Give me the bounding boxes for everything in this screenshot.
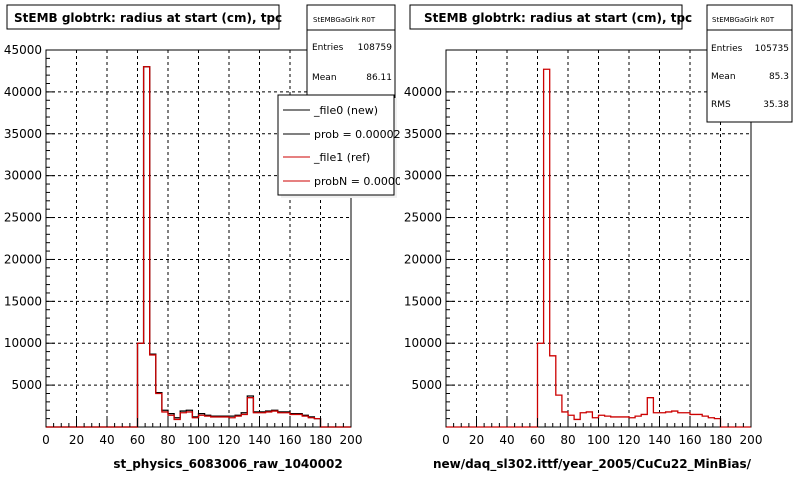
left-xtick-label-60: 60 (130, 433, 145, 447)
right-xtick-label-160: 160 (679, 433, 702, 447)
right-xtick-label-120: 120 (618, 433, 641, 447)
right-ytick-label-15000: 15000 (404, 294, 442, 308)
left-stats-entries-label: Entries (312, 43, 344, 53)
left-stats-entries-value: 108759 (358, 43, 393, 53)
left-ytick-label-25000: 25000 (4, 211, 42, 225)
left-xtick-label-0: 0 (42, 433, 50, 447)
left-xtick-label-200: 200 (340, 433, 363, 447)
left-legend-frame (277, 94, 395, 196)
left-xtick-label-140: 140 (248, 433, 271, 447)
left-title-frame (6, 4, 280, 30)
left-xtick-label-80: 80 (160, 433, 175, 447)
left-xtick-label-160: 160 (279, 433, 302, 447)
right-plot-frame: 0 20 40 60 80 100 120 140 160 180 200 5000 10000 150… (404, 49, 762, 447)
right-xtick-label-40: 40 (499, 433, 514, 447)
left-stats-mean-value: 86.11 (366, 73, 392, 83)
left-xtick-label-100: 100 (187, 433, 210, 447)
left-ytick-label-30000: 30000 (4, 169, 42, 183)
right-series-group (446, 68, 751, 428)
right-stats-rms-value: 35.38 (763, 100, 789, 110)
left-stats-frame (306, 4, 396, 101)
right-chart-title: StEMB globtrk: radius at start (cm), tpc (424, 11, 692, 25)
left-x-ticks: 0 20 40 60 80 100 120 140 160 180 200 (42, 418, 362, 447)
right-xtick-label-60: 60 (530, 433, 545, 447)
right-stats-rms-label: RMS (711, 100, 731, 110)
legend-label-file1: _file1 (ref) (313, 151, 370, 164)
right-xtick-label-180: 180 (709, 433, 732, 447)
right-xtick-label-100: 100 (587, 433, 610, 447)
left-ytick-label-40000: 40000 (4, 85, 42, 99)
right-ytick-label-5000: 5000 (411, 378, 442, 392)
left-legend-box: _file0 (new) prob = 0.000024 _file1 (ref… (277, 94, 409, 198)
right-ytick-label-35000: 35000 (404, 127, 442, 141)
left-xtick-label-40: 40 (99, 433, 114, 447)
left-series-1-histogram (46, 66, 351, 428)
right-stats-box: StEMBGaGlrk R0T Entries 105735 Mean 85.3… (706, 4, 793, 123)
right-stats-entries-label: Entries (711, 44, 743, 54)
left-xtick-label-20: 20 (69, 433, 84, 447)
left-chart-title: StEMB globtrk: radius at start (cm), tpc (14, 11, 282, 25)
right-stats-mean-value: 85.3 (769, 72, 789, 82)
right-x-ticks: 0 20 40 60 80 100 120 140 160 180 200 (442, 418, 762, 447)
right-xtick-label-0: 0 (442, 433, 450, 447)
left-y-ticks: 5000 10000 15000 20000 25000 30000 35000 40000 4… (4, 43, 55, 420)
left-ytick-label-5000: 5000 (11, 378, 42, 392)
right-y-ticks: 5000 10000 15000 20000 25000 30000 35000 40000 (404, 85, 455, 420)
right-title-frame (409, 4, 683, 30)
left-stats-header: StEMBGaGlrk R0T (313, 16, 376, 24)
right-ytick-label-20000: 20000 (404, 252, 442, 266)
right-ytick-label-30000: 30000 (404, 169, 442, 183)
left-ytick-label-20000: 20000 (4, 252, 42, 266)
left-stats-mean-label: Mean (312, 73, 337, 83)
right-stats-mean-label: Mean (711, 72, 736, 82)
right-histogram-panel: 0 20 40 60 80 100 120 140 160 180 200 5000 10000 150… (400, 0, 800, 480)
right-stats-header: StEMBGaGlrk R0T (712, 16, 775, 24)
left-ytick-label-10000: 10000 (4, 336, 42, 350)
left-histogram-panel: 0 20 40 60 80 100 120 140 160 180 200 5000 10000 150… (3, 4, 409, 472)
right-stats-entries-value: 105735 (755, 44, 789, 54)
right-ytick-label-40000: 40000 (404, 85, 442, 99)
left-title-box: StEMB globtrk: radius at start (cm), tpc (6, 4, 282, 30)
left-ytick-label-45000: 45000 (4, 43, 42, 57)
left-stats-box: StEMBGaGlrk R0T Entries 108759 Mean 86.1… (306, 4, 396, 101)
left-xtick-label-120: 120 (218, 433, 241, 447)
right-xtick-label-20: 20 (469, 433, 484, 447)
left-ytick-label-35000: 35000 (4, 127, 42, 141)
legend-label-file0: _file0 (new) (313, 104, 378, 117)
right-ytick-label-10000: 10000 (404, 336, 442, 350)
right-ytick-label-25000: 25000 (404, 211, 442, 225)
left-ytick-label-15000: 15000 (4, 294, 42, 308)
legend-label-probN: probN = 0.00000 (314, 175, 409, 188)
right-xtick-label-140: 140 (648, 433, 671, 447)
right-xtick-label-200: 200 (740, 433, 763, 447)
right-series-0-histogram (446, 68, 751, 428)
right-xtick-label-80: 80 (560, 433, 575, 447)
left-xtick-label-180: 180 (309, 433, 332, 447)
right-x-axis-label: new/daq_sl302.ittf/year_2005/CuCu22_MinB… (433, 457, 752, 472)
left-x-axis-label: st_physics_6083006_raw_1040002 (113, 457, 342, 472)
legend-label-prob: prob = 0.000024 (314, 128, 408, 141)
right-title-box: StEMB globtrk: radius at start (cm), tpc (409, 4, 692, 30)
right-stats-frame (706, 4, 793, 123)
